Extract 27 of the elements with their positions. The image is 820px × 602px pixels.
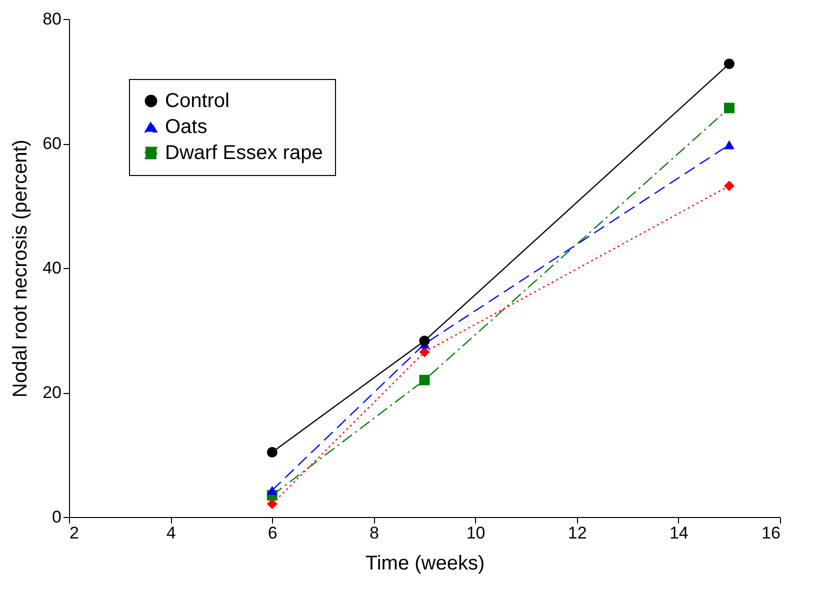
x-tick-label: 6 — [268, 524, 278, 542]
y-tick-label: 60 — [42, 134, 62, 153]
y-tick-label: 20 — [42, 383, 62, 402]
point — [724, 140, 734, 150]
point — [419, 374, 430, 386]
x-tick-label: 12 — [568, 524, 587, 542]
x-axis-title: Time (weeks) — [365, 552, 485, 574]
point — [266, 498, 278, 510]
legend-label: Dwarf Essex rape — [165, 142, 323, 164]
y-tick-label: 40 — [42, 258, 62, 278]
y-tick-label: 80 — [42, 10, 62, 28]
point — [266, 447, 278, 458]
x-tick-label: 14 — [669, 524, 688, 542]
y-tick-label: 0 — [52, 508, 62, 526]
point — [724, 102, 734, 114]
x-tick-label: 10 — [466, 524, 486, 542]
x-tick-label: 16 — [762, 524, 780, 542]
point — [724, 58, 734, 70]
x-tick-label: 2 — [70, 524, 79, 542]
point — [419, 336, 430, 346]
x-tick-label: 4 — [166, 524, 176, 542]
point — [266, 486, 278, 495]
point — [724, 180, 734, 192]
y-axis-title: Nodal root necrosis (percent) — [10, 140, 32, 398]
x-tick-label: 8 — [369, 524, 379, 542]
legend-label: Control — [165, 90, 230, 112]
legend-label: Oats — [165, 116, 208, 138]
